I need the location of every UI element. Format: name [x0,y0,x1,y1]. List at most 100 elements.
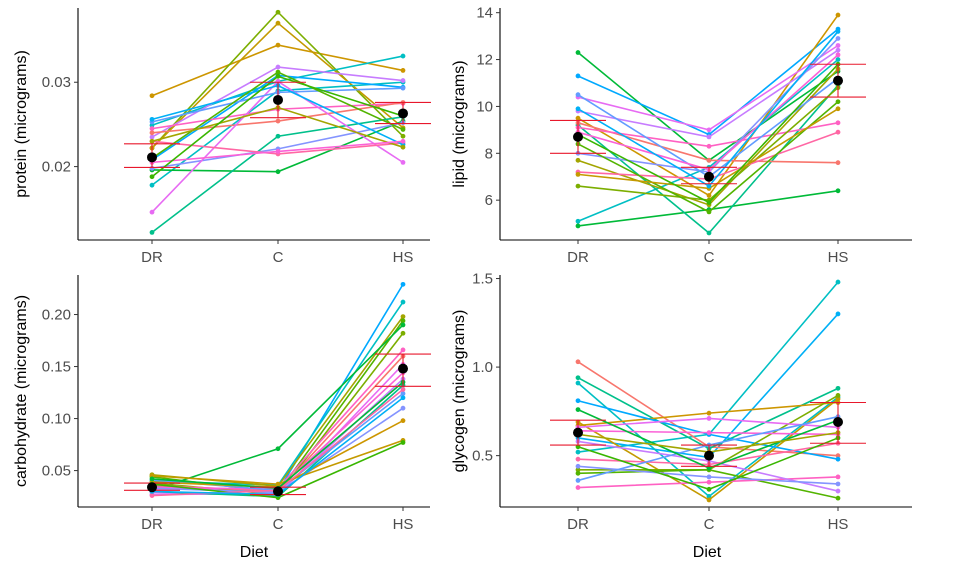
series-point [575,407,581,412]
series-point [149,476,155,482]
mean-point [398,363,408,374]
series-point [400,347,406,353]
series-point [149,116,155,122]
y-tick-label: 12 [476,52,493,69]
series-point [575,92,581,98]
series-point [575,478,581,483]
series-point [275,133,281,139]
series-point [275,169,281,175]
series-line [577,54,839,171]
series-point [275,481,281,487]
series-line [577,44,839,131]
mean-point [704,450,714,461]
series-point [835,43,841,48]
series [575,474,841,490]
y-tick-label: 8 [485,145,493,162]
series [575,435,841,492]
x-tick-label: HS [393,249,414,266]
series-point [400,133,406,139]
series-point [575,449,581,455]
series-point [149,174,155,180]
series-point [149,122,155,128]
series-point [400,68,406,73]
series [149,42,406,99]
series-point [275,9,281,15]
series-point [275,149,281,154]
x-tick-label: HS [828,516,849,533]
series-point [706,430,712,436]
series-line [151,316,404,488]
series-point [835,99,841,105]
series [575,463,841,487]
series-point [835,488,841,494]
series [149,353,406,494]
y-tick-label: 0.03 [42,74,71,91]
series-point [275,69,281,75]
series-point [575,223,581,229]
y-tick-label: 0.15 [42,359,71,376]
series-point [275,446,281,452]
mean-errorbar [550,419,606,446]
y-tick-label: 0.20 [42,307,71,324]
series-point [400,314,406,320]
series-point [835,36,841,41]
series-point [706,209,712,215]
series-point [706,127,712,133]
series-point [400,391,406,397]
series-point [706,416,712,421]
y-tick-label: 0.02 [42,159,71,176]
y-axis-title: carbohydrate (micrograms) [13,295,30,487]
series-point [835,47,841,53]
series-point [706,230,712,236]
series-point [706,183,712,189]
series-point [575,463,581,469]
series-point [575,50,581,55]
y-tick-label: 10 [476,98,493,115]
series-point [575,218,581,224]
series [575,47,841,140]
series-point [149,126,155,132]
series-point [835,396,841,402]
series-point [400,395,406,401]
series-point [575,467,581,473]
series-point [835,12,841,18]
x-axis-title: Diet [240,544,269,561]
series-point [400,138,406,144]
series [149,281,406,494]
series [149,64,406,140]
mean-errorbar [550,119,606,154]
series-point [835,456,841,462]
series-point [706,143,712,149]
series [575,400,841,428]
mean-errorbar [681,166,737,185]
series-line [577,361,839,457]
series [149,138,406,165]
series-point [835,474,841,480]
series-point [400,85,406,91]
series-point [835,29,841,34]
y-axis-title: glycogen (micrograms) [451,310,468,473]
mean-point [398,108,408,119]
x-tick-label: DR [141,516,163,533]
series-point [400,387,406,392]
y-axis-title: protein (micrograms) [13,50,30,198]
series-point [575,106,581,112]
series-point [835,385,841,391]
mean-point [833,75,843,86]
series-line [151,363,404,497]
mean-point [833,416,843,427]
series-point [835,57,841,62]
series [575,29,841,189]
series-point [400,127,406,132]
mean-errorbar [810,401,866,444]
series-line [151,283,404,493]
series-point [275,73,281,79]
series-point [149,230,155,235]
series-point [575,115,581,121]
series-point [400,159,406,165]
x-tick-label: HS [828,249,849,266]
mean-point [573,427,583,438]
series-line [151,388,404,497]
x-tick-label: C [273,249,284,266]
